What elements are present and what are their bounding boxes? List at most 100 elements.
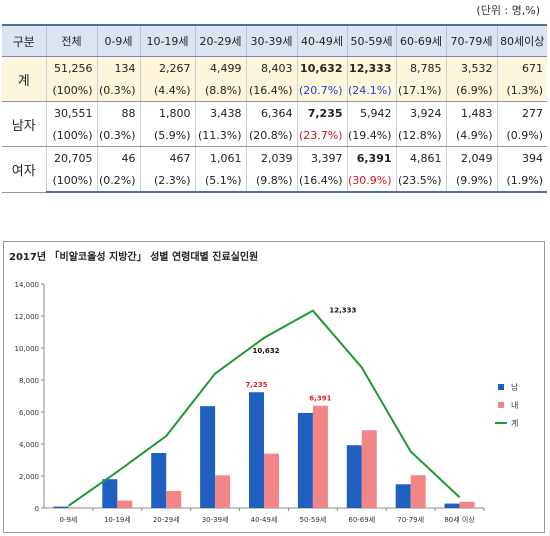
header-col-3: 10-19세 — [139, 24, 195, 57]
table-row: 여자 20,705 46 467 1,061 2,039 3,397 6,391 4,861 2,… — [2, 146, 547, 193]
percent-cell: (100%) — [45, 124, 97, 147]
x-tick-label: 50-59세 — [299, 515, 326, 524]
count-cell: 5,942 — [346, 101, 396, 124]
percent-cell: (1.3%) — [496, 79, 547, 102]
percent-cell: (19.4%) — [346, 124, 396, 147]
count-cell: 467 — [139, 146, 195, 169]
row-label: 남자 — [2, 101, 46, 147]
header-col-2: 0-9세 — [96, 24, 140, 57]
percent-cell: (0.3%) — [96, 79, 140, 102]
count-cell: 671 — [496, 56, 547, 79]
percent-cell: (20.7%) — [296, 79, 347, 102]
table-row: (100%) (0.3%) (4.4%) (8.8%) (16.4%) (20.7%) (2… — [2, 79, 547, 102]
bar-female — [410, 475, 426, 508]
y-tick-label: 2,000 — [19, 473, 39, 481]
count-cell: 277 — [496, 101, 547, 124]
y-tick-label: 0 — [35, 505, 39, 513]
legend-swatch — [498, 402, 504, 408]
table-header-row: 구분 전체 0-9세 10-19세 20-29세 30-39세 40-49세 50-59세 60… — [2, 24, 547, 57]
count-cell: 46 — [96, 146, 140, 169]
count-cell: 30,551 — [45, 101, 97, 124]
percent-cell: (16.4%) — [245, 79, 297, 102]
bar-male — [200, 406, 216, 508]
count-cell: 1,061 — [194, 146, 246, 169]
bar-female — [312, 405, 328, 508]
legend-label: 내 — [511, 401, 518, 410]
count-cell: 4,861 — [395, 146, 446, 169]
count-cell: 1,483 — [445, 101, 497, 124]
count-cell: 10,632 — [296, 56, 347, 79]
y-tick-label: 8,000 — [19, 377, 39, 385]
chart-title: 2017년 「비알코올성 지방간」 성별 연령대별 진료실인원 — [9, 252, 259, 263]
count-cell: 3,438 — [194, 101, 246, 124]
percent-cell: (100%) — [45, 79, 97, 102]
bar-female — [215, 475, 231, 508]
percent-cell: (17.1%) — [395, 79, 446, 102]
y-tick-label: 10,000 — [15, 345, 40, 353]
legend-swatch — [498, 384, 504, 390]
header-col-6: 40-49세 — [296, 24, 347, 57]
percent-cell: (4.4%) — [139, 79, 195, 102]
bar-female — [459, 501, 475, 508]
percent-cell: (5.1%) — [194, 169, 246, 193]
chart-svg: 0 2,000 4,000 6,000 8,000 10,000 12,000 14,000 0… — [15, 281, 520, 524]
x-tick-label: 80세 이상 — [444, 515, 475, 524]
data-label: 12,333 — [329, 307, 356, 315]
x-tick-label: 20-29세 — [153, 515, 180, 524]
percent-cell: (16.4%) — [296, 169, 347, 193]
bar-male — [346, 445, 362, 508]
data-label: 6,391 — [309, 395, 331, 403]
count-cell: 7,235 — [296, 101, 347, 124]
bar-female — [361, 430, 377, 508]
percent-cell: (23.7%) — [296, 124, 347, 147]
count-cell: 8,403 — [245, 56, 297, 79]
percent-cell: (4.9%) — [445, 124, 497, 147]
count-cell: 3,397 — [296, 146, 347, 169]
bar-female — [166, 491, 182, 508]
header-col-10: 80세이상 — [496, 24, 547, 57]
count-cell: 3,532 — [445, 56, 497, 79]
header-col-8: 60-69세 — [395, 24, 446, 57]
percent-cell: (9.8%) — [245, 169, 297, 193]
y-tick-label: 12,000 — [15, 313, 40, 321]
chart-panel: 2017년 「비알코올성 지방간」 성별 연령대별 진료실인원 0 2,000 4,… — [3, 241, 545, 533]
percent-cell: (1.9%) — [496, 169, 547, 193]
header-col-7: 50-59세 — [346, 24, 396, 57]
percent-cell: (9.9%) — [445, 169, 497, 193]
count-cell: 51,256 — [45, 56, 97, 79]
legend-label: 계 — [511, 418, 518, 428]
count-cell: 394 — [496, 146, 547, 169]
bar-female — [264, 453, 279, 508]
count-cell: 6,391 — [346, 146, 396, 169]
count-cell: 134 — [96, 56, 140, 79]
percent-cell: (6.9%) — [445, 79, 497, 102]
header-category: 구분 — [2, 24, 46, 57]
bar-male — [395, 484, 411, 508]
percent-cell: (0.3%) — [96, 124, 140, 147]
count-cell: 2,049 — [445, 146, 497, 169]
header-col-1: 전체 — [45, 24, 97, 57]
percent-cell: (11.3%) — [194, 124, 246, 147]
percent-cell: (24.1%) — [346, 79, 396, 102]
x-tick-label: 40-49세 — [251, 515, 278, 524]
x-tick-label: 30-39세 — [202, 515, 229, 524]
legend-label: 남 — [511, 383, 519, 392]
count-cell: 88 — [96, 101, 140, 124]
x-tick-label: 10-19세 — [104, 515, 131, 524]
stats-table: 구분 전체 0-9세 10-19세 20-29세 30-39세 40-49세 50-59세 60… — [2, 24, 547, 193]
count-cell: 1,800 — [139, 101, 195, 124]
percent-cell: (8.8%) — [194, 79, 246, 102]
header-col-9: 70-79세 — [445, 24, 497, 57]
percent-cell: (2.3%) — [139, 169, 195, 193]
total-line — [67, 309, 461, 507]
x-tick-label: 0-9세 — [60, 515, 78, 524]
count-cell: 2,267 — [139, 56, 195, 79]
table-row: 남자 30,551 88 1,800 3,438 6,364 7,235 5,942 3,924… — [2, 101, 547, 147]
bar-male — [102, 479, 118, 508]
count-cell: 4,499 — [194, 56, 246, 79]
percent-cell: (12.8%) — [395, 124, 446, 147]
percent-cell: (100%) — [45, 169, 97, 193]
percent-cell: (0.9%) — [496, 124, 547, 147]
count-cell: 8,785 — [395, 56, 446, 79]
data-label: 7,235 — [245, 381, 267, 389]
